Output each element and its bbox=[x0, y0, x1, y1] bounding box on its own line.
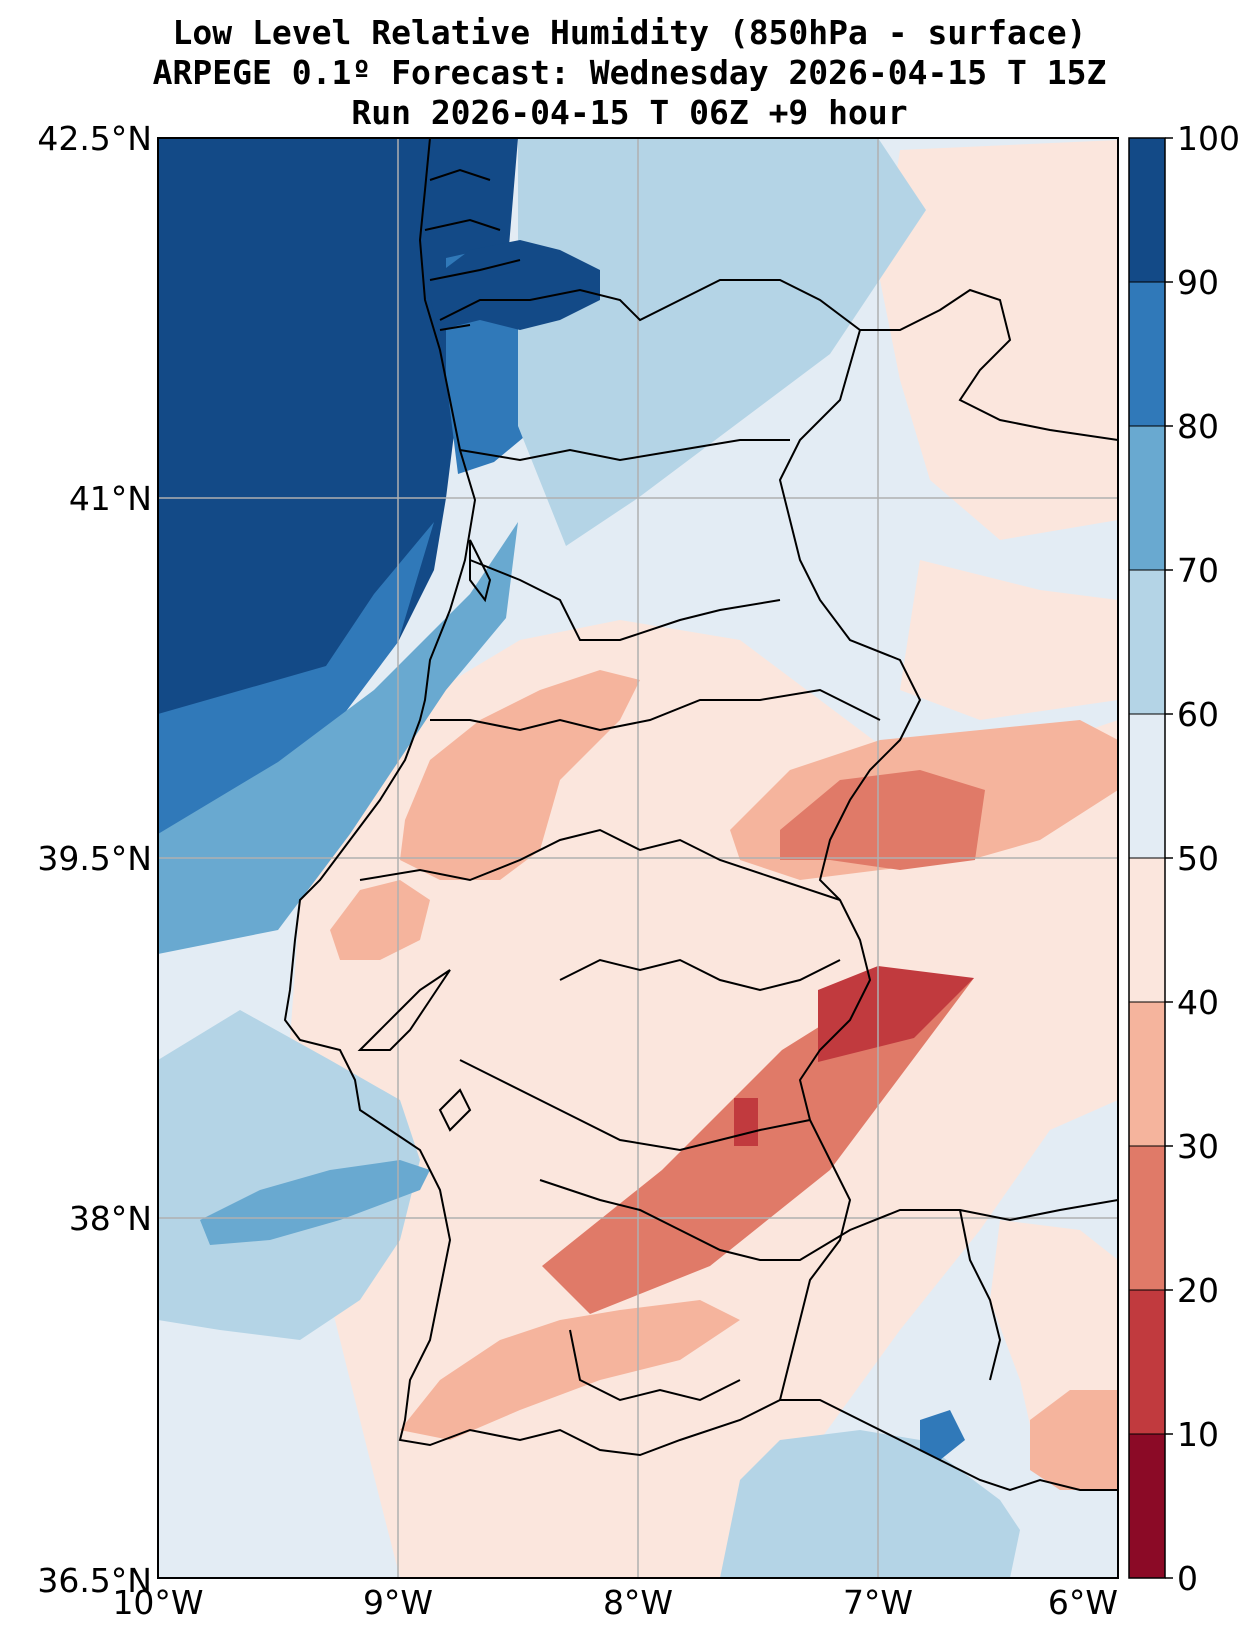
colorbar-label: 0 bbox=[1177, 1559, 1198, 1598]
colorbar-swatch bbox=[1129, 426, 1165, 571]
northeast-dry-field bbox=[880, 140, 1118, 540]
colorbar-swatch bbox=[1129, 1002, 1165, 1147]
y-axis: 42.5°N 41°N 39.5°N 38°N 36.5°N bbox=[37, 119, 152, 1600]
border-portugal-spain-east bbox=[778, 329, 922, 1401]
colorbar-label: 10 bbox=[1177, 1415, 1219, 1454]
sado-estuary bbox=[438, 1088, 472, 1132]
minho-dark-patch bbox=[430, 240, 600, 330]
coastal-mid-humid-streak bbox=[200, 1160, 430, 1245]
district-line-5 bbox=[559, 958, 841, 992]
x-tick-label: 10°W bbox=[112, 1583, 203, 1622]
x-axis: 10°W 9°W 8°W 7°W 6°W bbox=[112, 1583, 1118, 1622]
colorbar-label: 80 bbox=[1177, 407, 1219, 446]
colorbar-swatch bbox=[1129, 1146, 1165, 1291]
y-tick-label: 36.5°N bbox=[37, 1561, 152, 1600]
tagus-estuary bbox=[357, 969, 451, 1051]
region-alentejo-very-dry-west bbox=[734, 1098, 758, 1146]
y-tick-label: 41°N bbox=[69, 479, 152, 518]
region-alentejo-very-dry bbox=[818, 966, 974, 1062]
colorbar-label: 90 bbox=[1177, 263, 1219, 302]
colorbar-label: 20 bbox=[1177, 1271, 1219, 1310]
east-central-dry-field bbox=[900, 560, 1118, 720]
y-tick-label: 38°N bbox=[69, 1199, 152, 1238]
district-line-7 bbox=[539, 1179, 1118, 1261]
region-atlantic-north-very-humid bbox=[158, 138, 518, 786]
x-tick-label: 7°W bbox=[843, 1583, 913, 1622]
map-frame bbox=[157, 137, 1119, 1579]
region-coastal-mid-humid bbox=[158, 522, 518, 954]
colorbar-swatch bbox=[1129, 858, 1165, 1003]
colorbar-swatch bbox=[1129, 138, 1165, 283]
district-line-9 bbox=[959, 1209, 1002, 1381]
coastline-and-borders bbox=[283, 138, 1118, 1492]
ria-de-aveiro bbox=[469, 539, 492, 603]
map-title-line-3: Run 2026-04-15 T 06Z +9 hour bbox=[351, 93, 908, 132]
coastal-light-humid-band bbox=[158, 1010, 420, 1340]
colorbar: 0 10 20 30 40 50 60 70 80 90 100 bbox=[1128, 119, 1240, 1598]
south-orange-band bbox=[400, 1300, 740, 1440]
x-tick-label: 6°W bbox=[1048, 1583, 1118, 1622]
x-tick-label: 8°W bbox=[603, 1583, 673, 1622]
colorbar-label: 70 bbox=[1177, 551, 1219, 590]
colorbar-label: 40 bbox=[1177, 983, 1219, 1022]
central-west-orange-band bbox=[400, 670, 640, 880]
colorbar-label: 30 bbox=[1177, 1127, 1219, 1166]
district-line-6 bbox=[459, 1059, 811, 1152]
region-ne-interior-moderate bbox=[518, 138, 926, 546]
far-se-orange-band bbox=[1030, 1390, 1118, 1490]
district-line-8 bbox=[569, 1329, 741, 1402]
south-mid-humid-spot bbox=[920, 1410, 965, 1460]
map-title-line-1: Low Level Relative Humidity (850hPa - su… bbox=[172, 13, 1087, 52]
colorbar-swatch bbox=[1129, 570, 1165, 715]
beira-dry-core bbox=[780, 770, 985, 870]
colorbar-swatch bbox=[1129, 282, 1165, 427]
district-line-4 bbox=[359, 828, 841, 901]
y-tick-label: 42.5°N bbox=[37, 119, 152, 158]
region-offshore-humid bbox=[158, 522, 434, 858]
colorbar-swatch bbox=[1129, 714, 1165, 859]
district-line-1 bbox=[459, 439, 790, 462]
district-line-2 bbox=[469, 559, 781, 641]
colorbar-label: 60 bbox=[1177, 695, 1219, 734]
x-tick-label: 9°W bbox=[363, 1583, 433, 1622]
colorbar-swatch bbox=[1129, 1290, 1165, 1435]
west-lisbon-orange-band bbox=[330, 880, 430, 960]
south-light-humid-field bbox=[720, 1430, 1020, 1578]
y-tick-label: 39.5°N bbox=[37, 839, 152, 878]
colorbar-swatch bbox=[1129, 1434, 1165, 1579]
portugal-coastline bbox=[283, 138, 1118, 1492]
colorbar-label: 50 bbox=[1177, 839, 1219, 878]
district-line-3 bbox=[430, 688, 881, 732]
colorbar-label: 100 bbox=[1177, 119, 1240, 158]
galician-rias bbox=[424, 168, 521, 331]
map-title-line-2: ARPEGE 0.1º Forecast: Wednesday 2026-04-… bbox=[152, 53, 1107, 92]
